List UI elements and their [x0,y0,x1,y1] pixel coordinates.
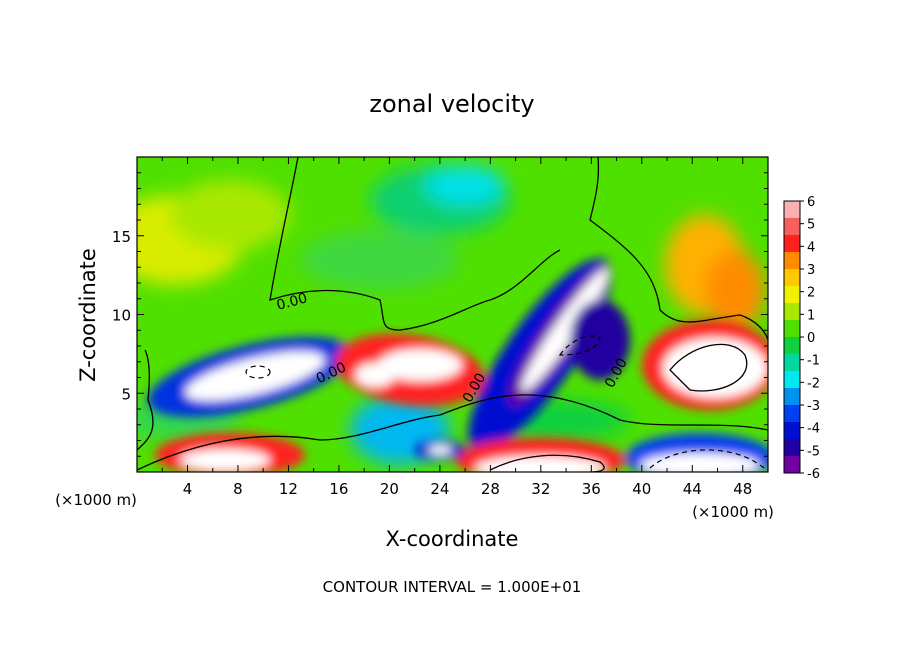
x-axis-label: X-coordinate [386,527,519,551]
colorbar-tick-label: -5 [807,444,820,459]
colorbar-ticks: 6 5 4 3 2 1 0 -1 -2 -3 -4 -5 -6 [800,195,820,482]
x-axis-ticks: 4 8 12 16 20 24 28 32 36 40 44 48 [161,157,752,498]
colorbar-cell [784,269,800,287]
dashed-left [245,365,271,379]
y-axis-ticks: 5 10 15 [112,172,768,457]
x-tick-label: 12 [279,480,298,498]
contour-zero-left [137,349,154,451]
x-tick-label: 44 [683,480,702,498]
colorbar-cell [784,337,800,355]
contour-zero-lower [137,394,768,471]
colorbar-tick-label: -4 [807,422,820,437]
y-tick-label: 15 [112,228,131,246]
colorbar-tick-label: -3 [807,399,820,414]
colorbar-tick-label: -2 [807,376,820,391]
chart-title: zonal velocity [369,90,534,118]
colorbar-tick-label: -6 [807,467,820,482]
contour-zero-upper [269,157,561,331]
y-tick-label: 5 [121,385,131,403]
colorbar-cell [784,354,800,372]
colorbar-tick-label: 4 [807,240,815,255]
x-tick-label: 24 [430,480,449,498]
contour-interval-note: CONTOUR INTERVAL = 1.000E+01 [323,578,582,596]
x-tick-label: 28 [481,480,500,498]
x-tick-label: 20 [380,480,399,498]
colorbar-cell [784,439,800,457]
contour-zero-right [589,157,768,341]
contour-closed-right [669,343,748,392]
colorbar-cell [784,388,800,406]
colorbar-cells [784,201,800,474]
colorbar-cell [784,286,800,304]
dashed-center [558,335,601,356]
colorbar-cell [784,235,800,253]
x-tick-label: 48 [733,480,752,498]
dashed-right [649,449,768,471]
colorbar-tick-label: 2 [807,286,815,301]
velocity-field [137,157,768,472]
colorbar-tick-label: 3 [807,263,815,278]
colorbar-cell [784,422,800,440]
x-tick-label: 4 [183,480,193,498]
colorbar-tick-label: 0 [807,331,815,346]
colorbar-tick-label: 6 [807,195,815,210]
x-tick-label: 32 [531,480,550,498]
contour-label: 0.00 [275,290,309,314]
colorbar-cell [784,201,800,219]
colorbar-tick-label: 5 [807,218,815,233]
colorbar: 6 5 4 3 2 1 0 -1 -2 -3 -4 -5 -6 [783,195,820,482]
field-smooth-layer [137,165,765,465]
x-unit-right: (×1000 m) [692,503,774,521]
x-tick-label: 8 [233,480,243,498]
x-tick-label: 36 [582,480,601,498]
x-tick-label: 40 [632,480,651,498]
x-unit-left: (×1000 m) [55,491,137,509]
colorbar-tick-label: -1 [807,354,820,369]
colorbar-tick-label: 1 [807,308,815,323]
colorbar-cell [784,371,800,389]
y-axis-label: Z-coordinate [76,248,100,382]
colorbar-cell [784,456,800,474]
contour-dashed [245,335,768,471]
x-tick-label: 16 [329,480,348,498]
field-strong-layer [147,258,768,472]
colorbar-cell [784,252,800,270]
colorbar-cell [784,218,800,236]
contour-lines [137,157,768,472]
colorbar-cell [784,320,800,338]
contour-closed-bottom [489,454,605,472]
colorbar-cell [784,303,800,321]
colorbar-cell [784,405,800,423]
y-tick-label: 10 [112,307,131,325]
